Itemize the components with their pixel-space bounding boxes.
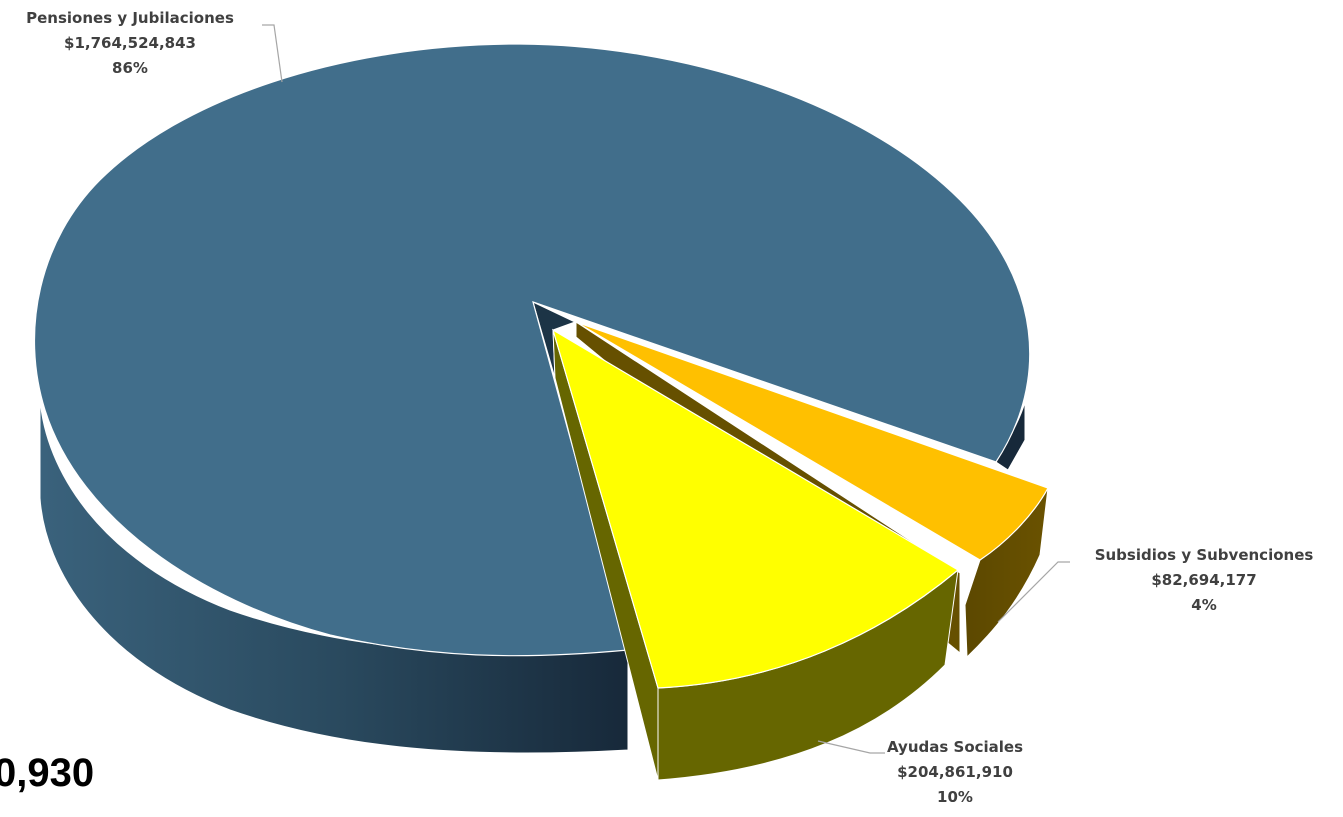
data-label-ayudas: Ayudas Sociales $204,861,910 10% [845, 735, 1065, 810]
slice-top-ayudas [551, 328, 960, 689]
label-value: $1,764,524,843 [64, 34, 196, 52]
slice-top-subsidios [575, 321, 1049, 561]
label-name: Subsidios y Subvenciones [1094, 546, 1314, 564]
label-value: $204,861,910 [897, 763, 1013, 781]
leader-line-ayudas [817, 740, 885, 754]
slice-top-pensiones [33, 43, 1031, 657]
label-percent: 86% [112, 59, 148, 77]
label-value: $82,694,177 [1151, 571, 1257, 589]
leader-line-pensiones [262, 24, 283, 83]
label-name: Pensiones y Jubilaciones [26, 9, 234, 27]
data-label-subsidios: Subsidios y Subvenciones $82,694,177 4% [1068, 543, 1340, 618]
partial-total-text: 0,930 [0, 751, 95, 795]
label-percent: 10% [937, 788, 973, 806]
data-label-pensiones: Pensiones y Jubilaciones $1,764,524,843 … [0, 6, 260, 81]
label-percent: 4% [1191, 596, 1217, 614]
label-name: Ayudas Sociales [886, 738, 1024, 756]
slice-side-pensiones [39, 397, 629, 754]
leader-line-subsidios [997, 561, 1070, 623]
